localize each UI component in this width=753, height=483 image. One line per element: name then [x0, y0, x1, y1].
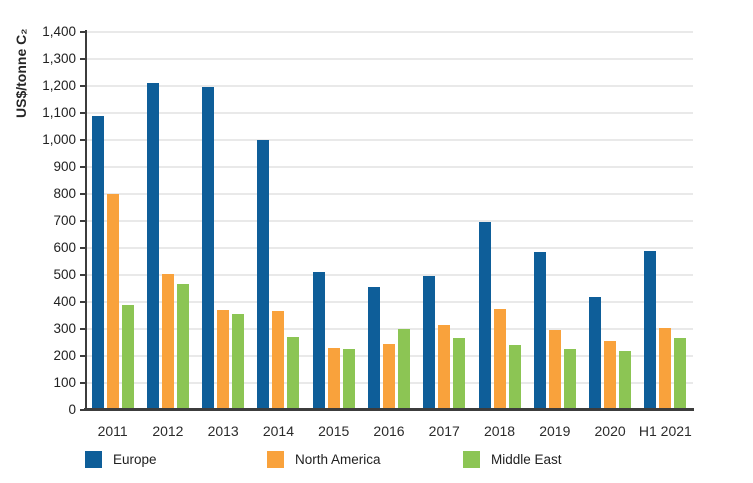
- legend-swatch-middle-east: [463, 450, 480, 468]
- gridline: [85, 166, 693, 168]
- legend-item-europe: Europe: [85, 449, 157, 469]
- y-axis-tick: [80, 382, 85, 384]
- y-axis-tick-label: 1,100: [42, 105, 76, 120]
- bar-middle-east-2014: [287, 337, 300, 410]
- bar-europe-2013: [202, 87, 215, 410]
- x-axis-label-2020: 2020: [594, 423, 626, 439]
- y-axis-tick: [80, 139, 85, 141]
- y-axis-tick-label: 700: [53, 213, 76, 228]
- bar-middle-east-h1-2021: [674, 338, 687, 410]
- bar-north-america-2016: [383, 343, 395, 410]
- legend-label-middle-east: Middle East: [491, 451, 562, 467]
- y-axis-tick: [80, 409, 85, 411]
- bar-europe-2020: [589, 296, 602, 410]
- x-axis-label-2018: 2018: [483, 423, 516, 439]
- y-axis-tick-label: 1,000: [42, 132, 76, 147]
- x-axis-label-2013: 2013: [207, 423, 239, 439]
- x-axis-label-2011: 2011: [97, 423, 128, 439]
- y-axis-tick: [80, 193, 85, 195]
- gridline: [85, 220, 693, 222]
- legend-label-north-america: North America: [295, 451, 381, 467]
- bar-north-america-2012: [161, 273, 174, 410]
- plot-area: [85, 31, 693, 410]
- x-axis-label-2017: 2017: [428, 423, 460, 439]
- bar-middle-east-2013: [232, 314, 245, 410]
- y-axis-tick-label: 1,200: [42, 78, 76, 93]
- bar-north-america-2014: [272, 311, 285, 410]
- bar-europe-2016: [368, 287, 380, 410]
- gridline: [85, 85, 693, 87]
- gridline: [85, 274, 693, 276]
- bar-middle-east-2016: [398, 329, 410, 410]
- bar-north-america-2013: [217, 310, 230, 410]
- x-axis-label-2012: 2012: [152, 423, 184, 439]
- y-axis-tick: [80, 301, 85, 303]
- y-axis-tick-label: 800: [53, 186, 76, 201]
- bar-north-america-2015: [327, 347, 340, 410]
- bar-europe-2019: [533, 252, 546, 410]
- y-axis-tick: [80, 274, 85, 276]
- x-axis-label-2019: 2019: [539, 423, 571, 439]
- y-axis-tick: [80, 85, 85, 87]
- y-axis-tick-label: 100: [53, 375, 76, 390]
- bar-north-america-2020: [604, 341, 617, 410]
- x-axis-label-2015: 2015: [318, 423, 350, 439]
- y-axis-tick-label: 0: [68, 402, 76, 417]
- bar-europe-2015: [312, 272, 325, 410]
- legend-label-europe: Europe: [113, 451, 157, 467]
- bar-middle-east-2011: [121, 304, 134, 410]
- legend-item-middle-east: Middle East: [463, 449, 562, 469]
- bar-middle-east-2012: [176, 284, 189, 410]
- y-axis-tick-label: 400: [53, 294, 76, 309]
- y-axis-tick-label: 1,300: [42, 51, 76, 66]
- y-axis-tick: [80, 355, 85, 357]
- x-axis-label-h1-2021: H1 2021: [638, 423, 692, 439]
- gridline: [85, 139, 693, 141]
- gridline: [85, 247, 693, 249]
- y-axis-tick: [80, 31, 85, 33]
- bar-europe-2014: [257, 140, 270, 410]
- x-axis-label-2016: 2016: [373, 423, 405, 439]
- bar-middle-east-2015: [342, 349, 355, 410]
- bar-north-america-2018: [493, 308, 506, 410]
- bar-north-america-2017: [438, 324, 451, 410]
- bar-middle-east-2018: [508, 345, 521, 410]
- gridline: [85, 193, 693, 195]
- bar-north-america-2019: [548, 330, 561, 410]
- y-axis-line: [85, 30, 87, 410]
- y-axis-tick: [80, 112, 85, 114]
- y-axis-tick-label: 900: [53, 159, 76, 174]
- y-axis-tick-label: 500: [53, 267, 76, 282]
- legend-swatch-europe: [85, 450, 102, 468]
- gridline: [85, 112, 693, 114]
- y-axis-tick-label: 300: [53, 321, 76, 336]
- x-axis-line: [84, 408, 694, 411]
- bar-middle-east-2017: [453, 338, 466, 410]
- bar-north-america-h1-2021: [659, 327, 672, 410]
- bar-middle-east-2020: [619, 350, 632, 410]
- y-axis-tick-label: 600: [53, 240, 76, 255]
- gridline: [85, 31, 693, 33]
- y-axis-tick: [80, 166, 85, 168]
- y-axis-tick: [80, 220, 85, 222]
- y-axis-tick: [80, 247, 85, 249]
- y-axis-tick: [80, 58, 85, 60]
- y-axis-tick-label: 200: [53, 348, 76, 363]
- y-axis-tick: [80, 328, 85, 330]
- gridline: [85, 301, 693, 303]
- y-axis-tick-label: 1,400: [42, 24, 76, 39]
- bar-north-america-2011: [106, 194, 119, 410]
- bar-europe-2011: [91, 115, 104, 410]
- gridline: [85, 58, 693, 60]
- legend-swatch-north-america: [267, 450, 284, 468]
- bar-europe-h1-2021: [644, 250, 657, 410]
- x-axis-label-2014: 2014: [262, 423, 295, 439]
- bar-europe-2017: [423, 276, 436, 410]
- bar-europe-2018: [478, 222, 491, 410]
- gridline: [85, 328, 693, 330]
- bar-europe-2012: [146, 83, 159, 410]
- bar-middle-east-2019: [563, 349, 576, 410]
- legend-item-north-america: North America: [267, 449, 381, 469]
